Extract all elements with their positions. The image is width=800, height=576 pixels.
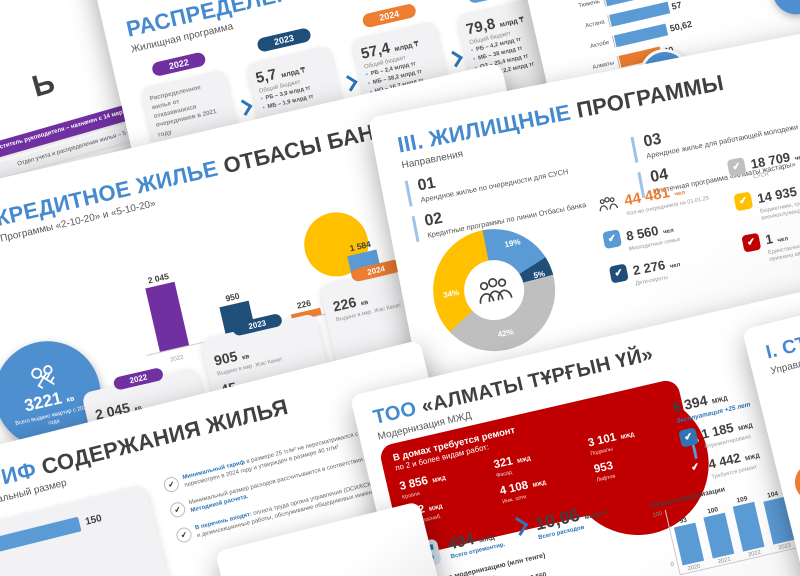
- check-icon: ✔: [726, 157, 747, 178]
- bar-2022: 2 045 2022: [142, 270, 190, 364]
- check-icon: ✔: [678, 427, 699, 448]
- check-icon: ✔: [168, 500, 187, 519]
- total-issued-circle: 3221 кв Всего выдано квартир с 2022 года: [0, 330, 112, 458]
- orange-decor-circle: [790, 459, 800, 506]
- chevron-right-icon: [508, 516, 529, 537]
- tariff-bar: 150: [0, 502, 141, 559]
- year-badge: 2024: [361, 2, 418, 29]
- tariff-circle-2010: 2010 год 25 тг/м²: [767, 0, 800, 20]
- check-icon: ✔: [608, 263, 629, 284]
- slide-otbasy-credit-housing: КРЕДИТНОЕ ЖИЛЬЕ ОТБАСЫ БАНКА Программы «…: [0, 62, 587, 570]
- slide-housing-programs: III. ЖИЛИЩНЫЕ ПРОГРАММЫ Направления 01 А…: [368, 17, 800, 454]
- check-icon: ✔: [685, 457, 706, 478]
- check-icon: ✔: [741, 232, 762, 253]
- check-icon: ✔: [174, 525, 193, 544]
- queue-stats: 44 481 чел Кол-во очередников на 01.01.2…: [595, 143, 800, 303]
- check-icon: ✔: [162, 475, 181, 494]
- people-group-icon: [599, 197, 619, 212]
- keys-icon: [31, 364, 55, 389]
- volume-bar: 93 2020: [672, 515, 706, 574]
- people-group-icon: [479, 278, 513, 304]
- stat-total-queue: 44 481 чел Кол-во очередников на 01.01.2…: [595, 175, 718, 223]
- year-badge: 2023: [256, 27, 312, 53]
- check-icon: ✔: [602, 229, 623, 250]
- queue-structure-donut-chart: 19% 5% 42% 34%: [422, 218, 566, 362]
- check-icon: ✔: [733, 191, 754, 212]
- cost-bar: 2 560: [521, 569, 567, 576]
- volume-bar: 100 2021: [701, 505, 735, 566]
- tariff-growth-circles: 2010 год 25 тг/м² 2024 год 40 тг/м²: [767, 0, 800, 20]
- volume-bar: 109 2022: [731, 494, 766, 559]
- chevron-right-icon: [446, 50, 463, 68]
- chevron-right-icon: [341, 75, 358, 92]
- chevron-right-icon: [235, 99, 253, 116]
- year-badge: 2022: [150, 51, 207, 78]
